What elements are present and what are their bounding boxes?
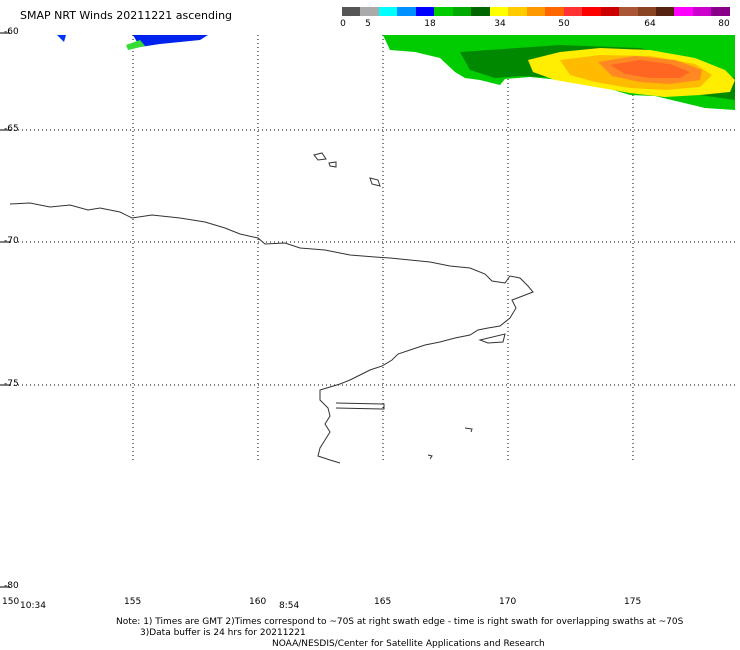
latitude-label: -60 <box>4 27 19 37</box>
swath-time-label: 10:34 <box>20 601 46 611</box>
legend-tick: 18 <box>424 19 436 29</box>
legend-swatch <box>619 7 638 16</box>
legend-swatch <box>711 7 730 16</box>
legend-swatch <box>342 7 361 16</box>
legend-tick: 64 <box>644 19 656 29</box>
coastline <box>9 152 534 464</box>
legend-swatch <box>674 7 693 16</box>
legend-swatch <box>637 7 656 16</box>
note-line-2: 3)Data buffer is 24 hrs for 20211221 <box>140 628 306 638</box>
graticule <box>10 35 735 463</box>
wind-speed-color-legend <box>342 7 730 16</box>
wind-patch-red-orange <box>610 60 690 78</box>
legend-swatch <box>360 7 379 16</box>
wind-swaths <box>57 35 735 110</box>
longitude-label: 175 <box>624 597 642 607</box>
legend-swatch <box>508 7 527 16</box>
legend-swatch <box>655 7 675 16</box>
legend-tick: 34 <box>494 19 506 29</box>
legend-swatch <box>526 7 546 16</box>
legend-swatch <box>563 7 583 16</box>
legend-swatch <box>489 7 509 16</box>
credit-line: NOAA/NESDIS/Center for Satellite Applica… <box>272 639 545 649</box>
legend-swatch <box>545 7 564 16</box>
lat-ticks <box>0 32 10 588</box>
legend-swatch <box>415 7 435 16</box>
latitude-label: -75 <box>4 379 19 389</box>
note-line-1: Note: 1) Times are GMT 2)Times correspon… <box>116 617 684 627</box>
longitude-label: 155 <box>124 597 142 607</box>
latitude-label: -65 <box>4 124 19 134</box>
legend-swatch <box>582 7 601 16</box>
latitude-label: -80 <box>4 581 19 591</box>
legend-swatch <box>692 7 712 16</box>
legend-tick: 5 <box>365 19 371 29</box>
legend-tick: 50 <box>558 19 570 29</box>
map-title: SMAP NRT Winds 20211221 ascending <box>20 9 233 22</box>
latitude-label: -70 <box>4 236 19 246</box>
longitude-label: 160 <box>249 597 267 607</box>
legend-swatch <box>471 7 490 16</box>
longitude-label: 150 <box>2 597 20 607</box>
longitude-label: 165 <box>374 597 392 607</box>
legend-swatch <box>378 7 398 16</box>
legend-swatch <box>397 7 416 16</box>
legend-swatch <box>434 7 453 16</box>
longitude-label: 170 <box>499 597 517 607</box>
wind-patch-blue-left <box>57 35 66 42</box>
legend-swatch <box>452 7 472 16</box>
wind-patch-blue <box>133 35 208 47</box>
legend-tick: 80 <box>718 19 730 29</box>
legend-tick: 0 <box>340 19 346 29</box>
swath-time-label: 8:54 <box>279 601 300 611</box>
wind-patch-green-small <box>126 40 145 50</box>
legend-swatch <box>600 7 620 16</box>
